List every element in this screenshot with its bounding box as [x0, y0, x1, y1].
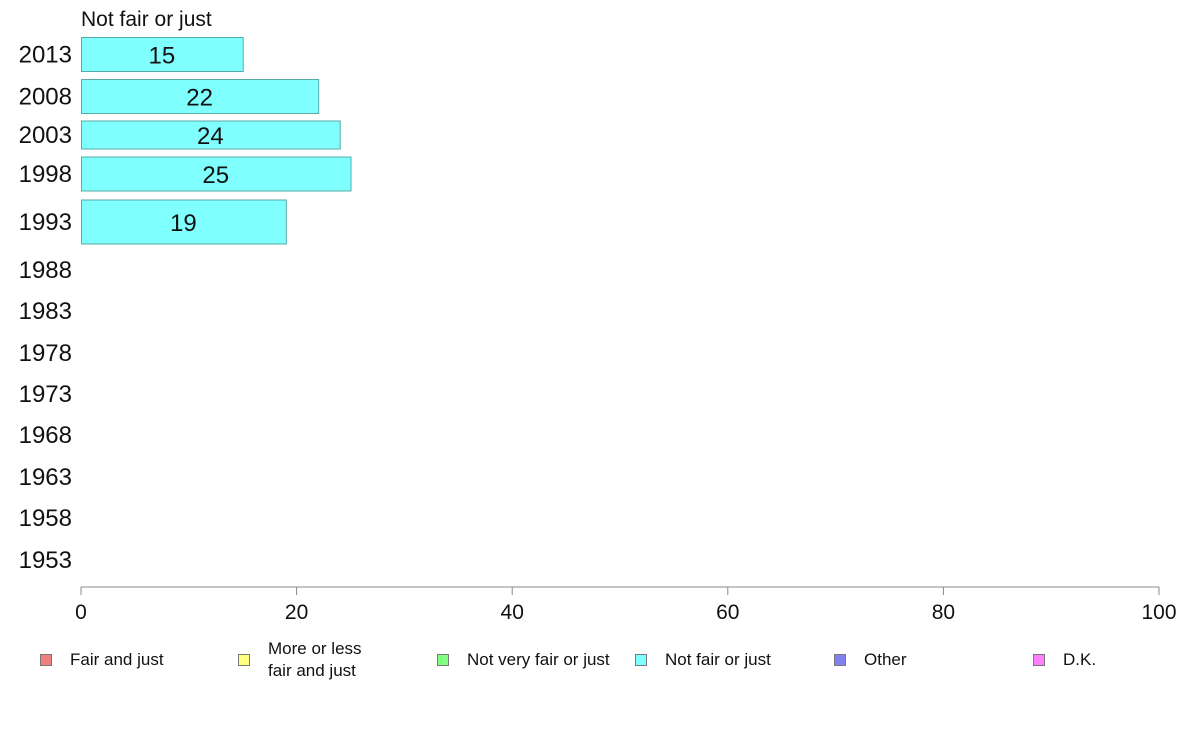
y-tick-label: 2008 [19, 84, 72, 111]
y-tick-label: 1973 [19, 381, 72, 408]
y-tick-label: 2003 [19, 122, 72, 149]
legend-item-not-fair-or-just: Not fair or just [635, 636, 771, 684]
y-tick-label: 1983 [19, 298, 72, 325]
legend-item-fair-and-just: Fair and just [40, 636, 164, 684]
bar-value-label: 15 [148, 43, 175, 70]
legend-item-more-or-less-fair-and-just: More or less fair and just [238, 636, 362, 684]
y-tick-label: 2013 [19, 42, 72, 69]
x-axis: 0 20 40 60 80 100 [75, 586, 1177, 624]
legend-item-other: Other [834, 636, 907, 684]
x-tick-label: 20 [285, 601, 308, 624]
y-tick-label: 1963 [19, 464, 72, 491]
x-tick-label: 0 [75, 601, 87, 624]
legend-swatch [437, 654, 449, 666]
x-tick-label: 80 [932, 601, 955, 624]
y-tick-label: 1978 [19, 340, 72, 367]
legend-swatch [40, 654, 52, 666]
y-tick-label: 1953 [19, 547, 72, 574]
y-tick-label: 1968 [19, 422, 72, 449]
bar-value-label: 19 [170, 210, 197, 237]
y-tick-label: 1998 [19, 161, 72, 188]
legend-item-not-very-fair-or-just: Not very fair or just [437, 636, 610, 684]
legend-swatch [635, 654, 647, 666]
y-axis-labels: 2013 2008 2003 1998 1993 1988 1983 1978 1973 1968… [19, 42, 72, 575]
bar [81, 79, 320, 114]
legend-label: D.K. [1063, 650, 1097, 669]
legend-item-dk: D.K. [1033, 636, 1096, 684]
bar [81, 120, 341, 150]
y-tick-label: 1993 [19, 209, 72, 236]
chart-title: Not fair or just [81, 8, 212, 31]
legend-label: Not very fair or just [467, 650, 610, 669]
bar [81, 156, 352, 192]
bar-value-label: 22 [186, 85, 213, 112]
legend-swatch [834, 654, 846, 666]
legend-label: Other [864, 650, 907, 669]
y-tick-label: 1988 [19, 257, 72, 284]
legend-label: More or less fair and just [268, 639, 362, 680]
y-tick-label: 1958 [19, 505, 72, 532]
legend-swatch [238, 654, 250, 666]
bar [81, 37, 244, 72]
bar [81, 199, 287, 245]
legend-label: Fair and just [70, 650, 164, 669]
x-tick-label: 100 [1141, 601, 1176, 624]
x-tick-label: 40 [501, 601, 524, 624]
x-tick-label: 60 [716, 601, 739, 624]
bar-value-label: 24 [197, 123, 224, 150]
chart: Not fair or just 20132008200319981993198… [19, 8, 1177, 624]
legend-label: Not fair or just [665, 650, 771, 669]
bar-value-label: 25 [202, 162, 229, 189]
legend-swatch [1033, 654, 1045, 666]
legend: Fair and just More or less fair and just… [0, 636, 1188, 684]
